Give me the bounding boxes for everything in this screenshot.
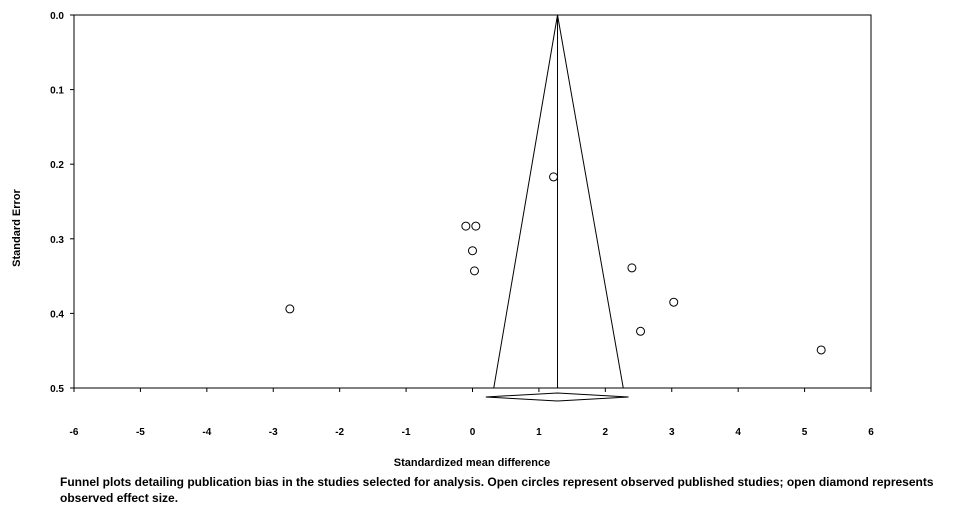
x-tick-label: -2: [335, 427, 344, 438]
funnel-plot: 0.0 0.1 0.2 0.3 0.4 0.5 -6 -5 -4 -3 -2 -1 0 1 2 3 4 5 6 S…: [11, 11, 874, 469]
x-tick-label: -5: [136, 427, 145, 438]
x-tick-label: 5: [802, 427, 808, 438]
funnel-right-limit: [557, 14, 624, 389]
x-tick-label: -6: [70, 427, 79, 438]
study-point: [461, 221, 471, 231]
summary-diamond: [485, 392, 629, 402]
x-tick-label: -3: [269, 427, 278, 438]
x-tick-label: 0: [470, 427, 476, 438]
y-axis-ticks: 0.0 0.1 0.2 0.3 0.4 0.5: [50, 11, 74, 395]
x-tick-label: -1: [402, 427, 411, 438]
y-tick-label: 0.3: [50, 235, 64, 246]
x-axis-ticks: -6 -5 -4 -3 -2 -1 0 1 2 3 4 5 6: [70, 388, 874, 438]
study-point: [627, 263, 637, 273]
study-point: [469, 266, 479, 276]
y-tick-label: 0.2: [50, 160, 64, 171]
study-point: [471, 221, 481, 231]
x-tick-label: 2: [603, 427, 609, 438]
x-tick-label: 3: [669, 427, 675, 438]
y-tick-label: 0.0: [50, 11, 64, 22]
summary-effect-diamond: [485, 392, 629, 402]
funnel-left-limit: [493, 14, 559, 389]
plot-frame: [73, 14, 872, 389]
study-point: [549, 172, 559, 182]
study-point: [468, 246, 477, 256]
study-point: [636, 326, 646, 336]
x-tick-label: 1: [536, 427, 542, 438]
study-point: [816, 345, 826, 355]
y-tick-label: 0.5: [50, 384, 64, 395]
study-points: [285, 172, 826, 355]
x-axis-title: Standardized mean difference: [394, 457, 551, 469]
x-tick-label: 4: [735, 427, 741, 438]
x-tick-label: -4: [202, 427, 211, 438]
funnel: [493, 14, 624, 389]
x-tick-label: 6: [868, 427, 874, 438]
figure-caption: Funnel plots detailing publication bias …: [60, 475, 934, 505]
study-point: [285, 304, 295, 314]
y-axis-title: Standard Error: [11, 188, 23, 266]
y-tick-label: 0.4: [50, 309, 64, 320]
study-point: [669, 297, 679, 307]
y-tick-label: 0.1: [50, 86, 64, 97]
